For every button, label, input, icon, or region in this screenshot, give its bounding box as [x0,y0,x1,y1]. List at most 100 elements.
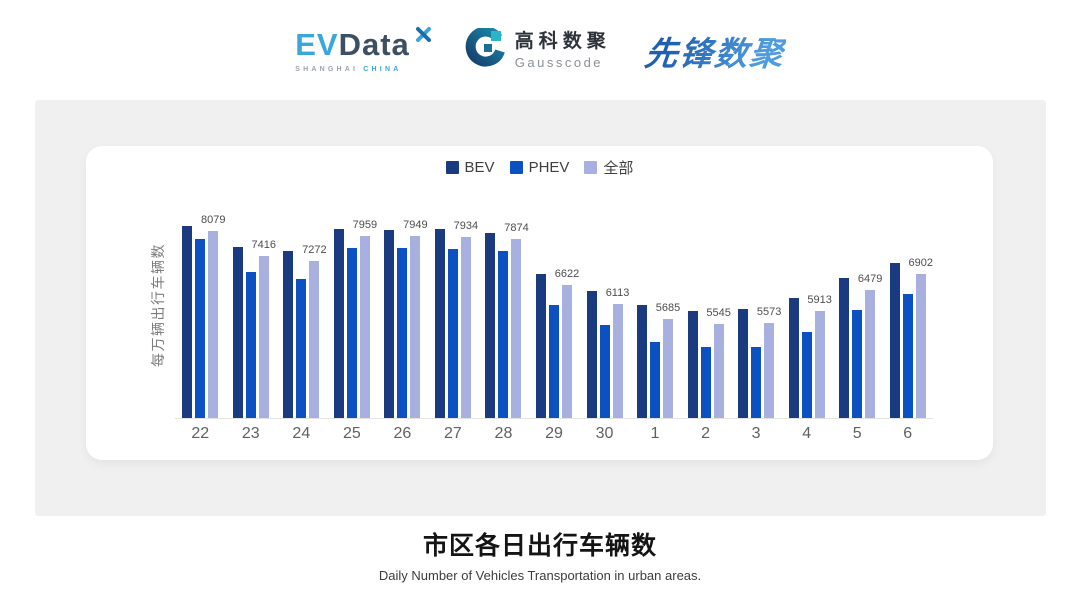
bar-group-22: 8079 22 [175,214,226,443]
legend-item-全部[interactable]: 全部 [584,157,633,178]
bars-row: 7874 [485,222,529,418]
bar-全部-29[interactable]: 6622 [555,268,579,418]
bars-row: 5913 [788,223,832,418]
bar-PHEV-29[interactable] [548,304,559,418]
data-label-28: 7874 [504,221,529,234]
bar-全部-25[interactable]: 7959 [353,219,377,418]
bar-PHEV-4[interactable] [801,332,812,418]
bars-row: 6479 [839,223,882,418]
bar-group-5: 6479 5 [832,223,883,443]
x-tick-2: 2 [701,425,711,442]
bar-PHEV-3[interactable] [751,346,762,418]
plot-area: 8079 22 7416 23 7272 24 7959 25 7949 26 7934 27 7874… [175,214,933,443]
bars-row: 6902 [889,223,933,418]
page-title: 市区各日出行车辆数 [422,532,657,560]
bar-group-24: 7272 24 [276,223,327,443]
x-tick-26: 26 [393,425,412,442]
bar-BEV-6[interactable] [889,262,900,418]
x-axis-line [175,418,933,419]
bar-group-3: 5573 3 [731,223,782,443]
bar-PHEV-1[interactable] [650,342,661,418]
data-label-26: 7949 [403,218,428,231]
bar-全部-1[interactable]: 5685 [656,302,680,418]
bar-PHEV-23[interactable] [245,271,256,418]
bar-group-27: 7934 27 [428,220,479,443]
bar-PHEV-6[interactable] [902,294,913,418]
bar-全部-24[interactable]: 7272 [302,244,327,418]
bar-PHEV-22[interactable] [195,239,206,418]
data-label-22: 8079 [201,214,226,227]
bar-PHEV-5[interactable] [852,310,863,418]
bars-row: 7416 [232,223,276,418]
bar-全部-30[interactable]: 6113 [606,287,629,418]
x-tick-6: 6 [903,425,913,442]
bar-BEV-30[interactable] [586,290,597,418]
x-tick-1: 1 [650,425,660,442]
x-tick-27: 27 [444,425,462,442]
bar-BEV-2[interactable] [687,310,698,418]
legend-item-BEV[interactable]: BEV [445,159,495,176]
bar-全部-27[interactable]: 7934 [454,220,478,418]
bar-PHEV-2[interactable] [700,346,711,418]
bar-全部-2[interactable]: 5545 [706,307,731,418]
bar-group-4: 5913 4 [781,223,832,443]
bar-PHEV-24[interactable] [296,278,307,418]
bar-全部-22[interactable]: 8079 [201,214,226,418]
bar-BEV-24[interactable] [283,250,294,418]
bar-全部-4[interactable]: 5913 [807,294,832,418]
gausscode-text: 高科数聚 Gausscode [515,31,611,70]
bar-PHEV-28[interactable] [498,251,509,418]
bar-BEV-3[interactable] [738,309,749,418]
evdata-ev-text: EV [295,27,339,62]
bar-BEV-29[interactable] [535,274,546,418]
bar-全部-6[interactable]: 6902 [908,257,933,418]
bar-PHEV-26[interactable] [397,248,408,418]
bar-PHEV-25[interactable] [346,247,357,418]
caption-block: 市区各日出行车辆数 Daily Number of Vehicles Trans… [0,531,1080,583]
bars-row: 8079 [182,214,226,418]
evdata-wordmark: EVData [295,27,431,62]
bar-全部-3[interactable]: 5573 [757,306,781,418]
legend-swatch-icon [445,161,459,174]
bar-PHEV-30[interactable] [599,324,610,418]
bars-row: 5545 [687,223,731,418]
bar-BEV-4[interactable] [788,298,799,418]
bar-BEV-23[interactable] [232,246,243,418]
data-label-1: 5685 [655,302,681,315]
bar-全部-23[interactable]: 7416 [252,239,276,418]
bar-BEV-28[interactable] [485,232,496,418]
data-label-4: 5913 [807,293,832,306]
data-label-2: 5545 [706,307,731,320]
data-label-6: 6902 [908,257,933,270]
x-tick-4: 4 [802,425,812,442]
bar-group-26: 7949 26 [377,219,428,443]
bar-BEV-5[interactable] [839,278,850,418]
chart-card: BEV PHEV 全部 每万辆出行车辆数 8079 22 7416 23 7272 24 795… [86,146,993,460]
x-tick-28: 28 [494,425,513,442]
chart-legend: BEV PHEV 全部 [86,157,993,178]
legend-swatch-icon [584,161,598,174]
bar-group-30: 6113 30 [579,223,630,443]
data-label-25: 7959 [352,218,378,231]
gausscode-g-icon [464,26,506,75]
bar-全部-26[interactable]: 7949 [403,219,428,418]
bars-row: 6113 [586,223,629,418]
page-subtitle: Daily Number of Vehicles Transportation … [378,568,702,583]
bars-row: 7949 [384,219,428,418]
x-tick-25: 25 [342,425,361,442]
bar-group-23: 7416 23 [226,223,277,443]
bar-PHEV-27[interactable] [447,248,458,418]
bar-BEV-27[interactable] [434,229,445,418]
bar-BEV-22[interactable] [182,226,193,418]
bar-全部-5[interactable]: 6479 [858,273,882,418]
bar-BEV-1[interactable] [637,305,648,418]
bar-全部-28[interactable]: 7874 [504,222,529,418]
bars-row: 7934 [434,220,478,418]
bar-BEV-26[interactable] [384,230,395,418]
bars-row: 7272 [283,223,327,418]
x-tick-3: 3 [751,425,761,442]
bar-group-25: 7959 25 [327,219,378,443]
bar-BEV-25[interactable] [333,229,344,418]
logo-header: EVData SHANGHAI CHINA [0,14,1080,88]
legend-item-PHEV[interactable]: PHEV [509,159,569,176]
